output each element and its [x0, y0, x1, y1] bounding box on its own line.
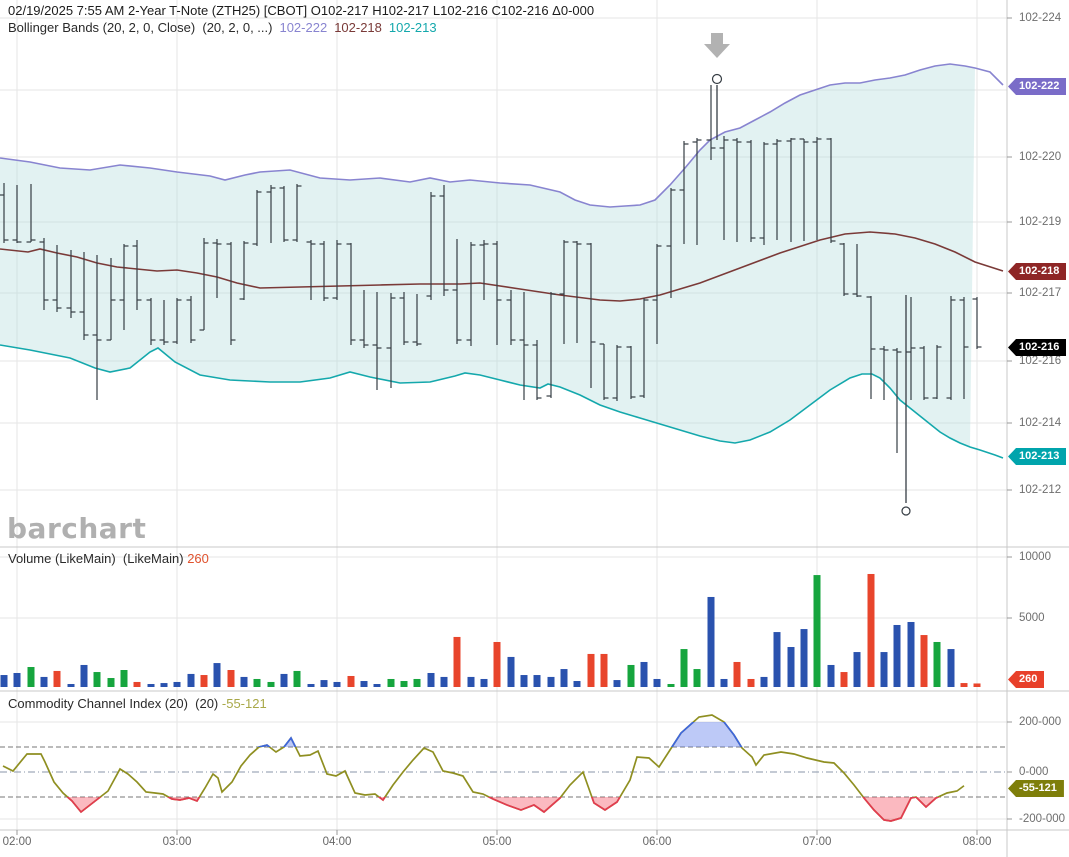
time-axis-label: 02:00	[2, 836, 32, 848]
time-axis-label: 04:00	[322, 836, 352, 848]
barchart-watermark-logo: barchart	[7, 512, 147, 545]
cci-axis-label: -200-000	[1019, 813, 1066, 825]
price-axis-label: 102-224	[1019, 12, 1062, 24]
chart-title-ohlc: 02/19/2025 7:55 AM 2-Year T-Note (ZTH25)…	[8, 3, 595, 18]
volume-last-badge: 260	[1008, 671, 1045, 688]
bollinger-middle-price-badge: 102-218	[1008, 263, 1067, 280]
volume-legend: Volume (LikeMain) (LikeMain) 260	[8, 551, 209, 566]
volume-legend-label: Volume (LikeMain) (LikeMain)	[8, 551, 184, 566]
time-axis-label: 06:00	[642, 836, 672, 848]
bollinger-upper-price-badge: 102-222	[1008, 78, 1067, 95]
cci-axis-label: 0-000	[1019, 766, 1049, 778]
time-axis-label: 07:00	[802, 836, 832, 848]
bollinger-lower-price-badge: 102-213	[1008, 448, 1067, 465]
bollinger-lower-value: 102-213	[388, 20, 437, 35]
price-axis-label: 102-212	[1019, 484, 1062, 496]
bollinger-upper-value: 102-222	[279, 20, 328, 35]
volume-axis-label: 10000	[1019, 551, 1051, 563]
price-axis-label: 102-219	[1019, 216, 1062, 228]
bollinger-legend-label: Bollinger Bands (20, 2, 0, Close) (20, 2…	[8, 20, 273, 35]
bollinger-legend: Bollinger Bands (20, 2, 0, Close) (20, 2…	[8, 20, 444, 35]
price-axis-label: 102-220	[1019, 151, 1062, 163]
cci-legend: Commodity Channel Index (20) (20) -55-12…	[8, 696, 267, 711]
cci-last-value: -55-121	[221, 696, 267, 711]
time-axis-label: 05:00	[482, 836, 512, 848]
cci-last-badge: -55-121	[1008, 780, 1064, 797]
last-price-badge: 102-216	[1008, 339, 1067, 356]
price-axis-label: 102-216	[1019, 355, 1062, 367]
volume-last-value: 260	[187, 551, 209, 566]
time-axis-label: 08:00	[962, 836, 992, 848]
price-axis-label: 102-214	[1019, 417, 1062, 429]
volume-axis-label: 5000	[1019, 612, 1045, 624]
time-axis-label: 03:00	[162, 836, 192, 848]
price-axis-label: 102-217	[1019, 287, 1062, 299]
bollinger-middle-value: 102-218	[334, 20, 382, 35]
cci-legend-label: Commodity Channel Index (20) (20)	[8, 696, 219, 711]
cci-axis-label: 200-000	[1019, 716, 1062, 728]
